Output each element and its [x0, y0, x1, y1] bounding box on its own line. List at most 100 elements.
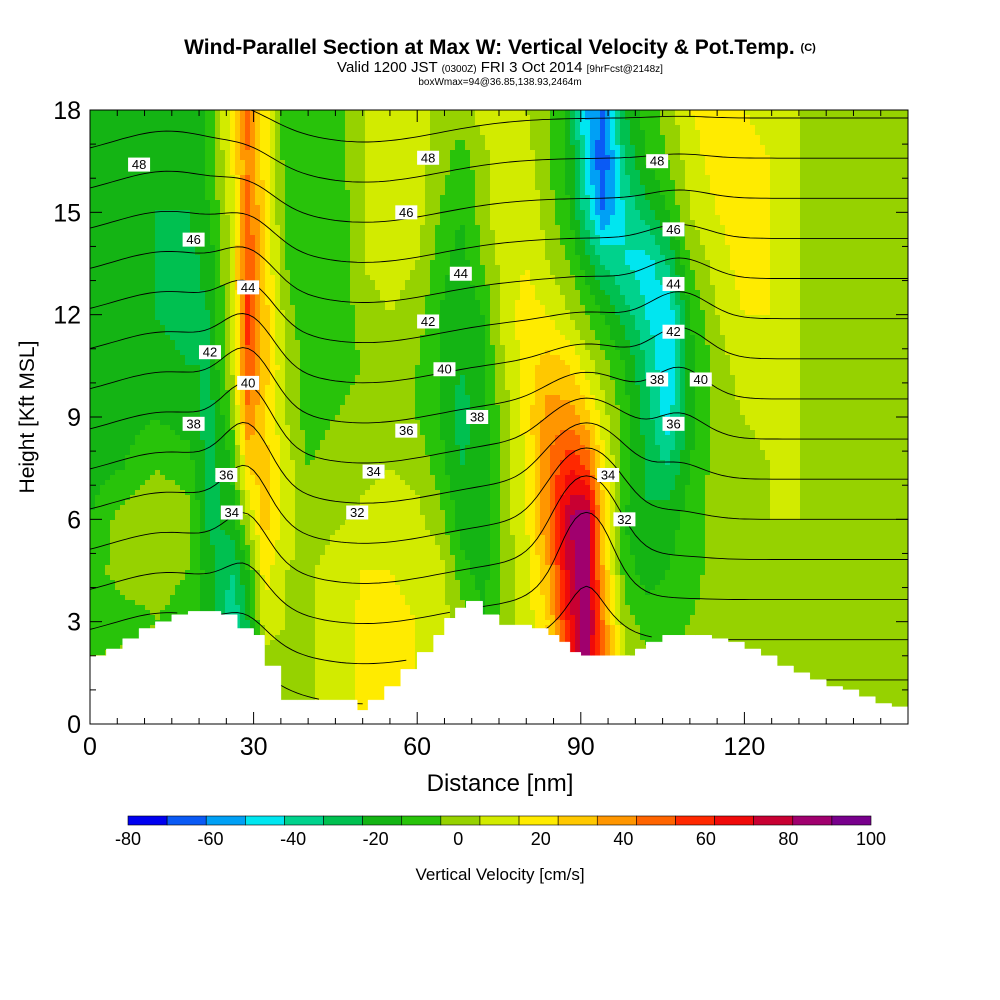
velocity-cell: [730, 255, 736, 261]
velocity-cell: [725, 145, 731, 151]
velocity-cell: [585, 250, 591, 256]
velocity-cell: [630, 205, 636, 211]
velocity-cell: [560, 140, 566, 146]
velocity-cell: [785, 240, 791, 246]
velocity-cell: [720, 140, 726, 146]
velocity-cell: [665, 185, 671, 191]
velocity-cell: [635, 150, 641, 156]
velocity-cell: [760, 175, 766, 181]
velocity-cell: [675, 150, 681, 156]
velocity-cell: [600, 210, 606, 216]
velocity-cell: [365, 165, 371, 171]
velocity-cell: [435, 195, 441, 201]
velocity-cell: [355, 140, 361, 146]
velocity-cell: [465, 200, 471, 206]
velocity-cell: [305, 260, 311, 266]
velocity-cell: [675, 245, 681, 251]
velocity-cell: [570, 210, 576, 216]
velocity-cell: [400, 140, 406, 146]
velocity-cell: [880, 190, 886, 196]
velocity-cell: [470, 110, 476, 116]
velocity-cell: [535, 195, 541, 201]
velocity-cell: [350, 175, 356, 181]
velocity-cell: [415, 205, 421, 211]
velocity-cell: [805, 185, 811, 191]
velocity-cell: [795, 110, 801, 116]
velocity-cell: [425, 220, 431, 226]
velocity-cell: [900, 215, 906, 221]
velocity-cell: [880, 230, 886, 236]
velocity-cell: [220, 200, 226, 206]
velocity-cell: [190, 150, 196, 156]
velocity-cell: [135, 250, 141, 256]
velocity-cell: [480, 155, 486, 161]
velocity-cell: [355, 175, 361, 181]
velocity-cell: [805, 235, 811, 241]
velocity-cell: [345, 135, 351, 141]
velocity-cell: [535, 125, 541, 131]
velocity-cell: [855, 245, 861, 251]
velocity-cell: [345, 220, 351, 226]
velocity-cell: [235, 165, 241, 171]
velocity-cell: [185, 200, 191, 206]
velocity-cell: [125, 260, 131, 266]
velocity-cell: [450, 255, 456, 261]
velocity-cell: [625, 235, 631, 241]
velocity-cell: [580, 175, 586, 181]
velocity-cell: [740, 205, 746, 211]
velocity-cell: [735, 205, 741, 211]
velocity-cell: [175, 260, 181, 266]
velocity-cell: [585, 125, 591, 131]
velocity-cell: [550, 245, 556, 251]
velocity-cell: [820, 225, 826, 231]
velocity-cell: [220, 160, 226, 166]
velocity-cell: [540, 220, 546, 226]
velocity-cell: [605, 205, 611, 211]
velocity-cell: [680, 205, 686, 211]
velocity-cell: [280, 205, 286, 211]
velocity-cell: [505, 255, 511, 261]
velocity-cell: [200, 225, 206, 231]
velocity-cell: [840, 145, 846, 151]
velocity-cell: [865, 210, 871, 216]
velocity-cell: [540, 115, 546, 121]
velocity-cell: [525, 155, 531, 161]
velocity-cell: [420, 220, 426, 226]
velocity-cell: [135, 175, 141, 181]
velocity-cell: [825, 230, 831, 236]
velocity-cell: [250, 215, 256, 221]
velocity-cell: [200, 125, 206, 131]
velocity-cell: [155, 135, 161, 141]
velocity-cell: [390, 195, 396, 201]
velocity-cell: [410, 185, 416, 191]
velocity-cell: [795, 240, 801, 246]
velocity-cell: [455, 125, 461, 131]
velocity-cell: [860, 180, 866, 186]
velocity-cell: [675, 210, 681, 216]
velocity-cell: [415, 130, 421, 136]
velocity-cell: [625, 190, 631, 196]
velocity-cell: [105, 185, 111, 191]
velocity-cell: [650, 135, 656, 141]
velocity-cell: [605, 255, 611, 261]
velocity-cell: [280, 250, 286, 256]
velocity-cell: [175, 110, 181, 116]
velocity-cell: [320, 170, 326, 176]
velocity-cell: [155, 210, 161, 216]
velocity-cell: [620, 195, 626, 201]
velocity-cell: [330, 165, 336, 171]
velocity-cell: [490, 145, 496, 151]
velocity-cell: [390, 150, 396, 156]
velocity-cell: [365, 255, 371, 261]
velocity-cell: [700, 110, 706, 116]
velocity-cell: [620, 150, 626, 156]
velocity-cell: [455, 220, 461, 226]
velocity-cell: [180, 205, 186, 211]
velocity-cell: [870, 220, 876, 226]
velocity-cell: [550, 185, 556, 191]
velocity-cell: [510, 255, 516, 261]
velocity-cell: [480, 115, 486, 121]
velocity-cell: [140, 200, 146, 206]
velocity-cell: [495, 180, 501, 186]
velocity-cell: [170, 145, 176, 151]
